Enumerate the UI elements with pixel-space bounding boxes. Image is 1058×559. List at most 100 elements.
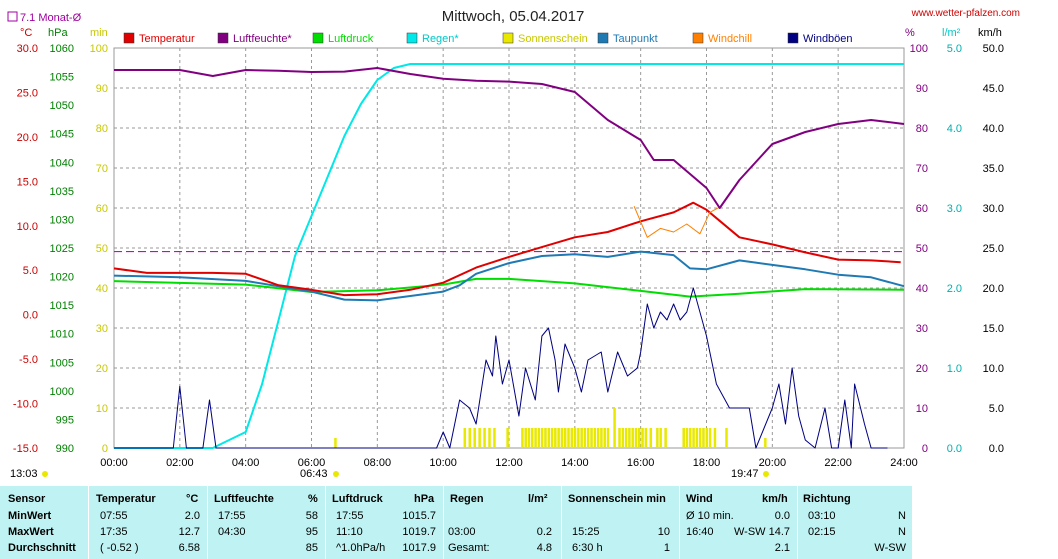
sunshine-bars bbox=[334, 408, 767, 448]
sunshine-bar bbox=[567, 428, 570, 448]
sunshine-bar bbox=[656, 428, 659, 448]
sunshine-bar bbox=[531, 428, 534, 448]
sunshine-bar bbox=[618, 428, 621, 448]
temp-tick-label: 15.0 bbox=[17, 176, 38, 188]
legend-label: Windchill bbox=[708, 33, 752, 45]
pressure-tick-label: 1015 bbox=[50, 300, 74, 312]
rain-tick-label: 2.0 bbox=[947, 283, 962, 295]
col-divider bbox=[88, 486, 89, 559]
hdr-hum: Luftfeuchte bbox=[214, 493, 274, 505]
wind-tick-label: 15.0 bbox=[983, 323, 1004, 335]
sunshine-bar bbox=[685, 428, 689, 448]
pressure-tick-label: 1040 bbox=[50, 157, 74, 169]
table-cell: 0.0 bbox=[774, 510, 790, 522]
sunshine-bar bbox=[628, 428, 631, 448]
x-tick-label: 22:00 bbox=[824, 457, 852, 469]
sunset-marker bbox=[764, 438, 767, 448]
temp-tick-label: -5.0 bbox=[19, 354, 38, 366]
axis-units: °C hPa min % l/m² km/h bbox=[20, 27, 1002, 39]
table-cell: Gesamt: bbox=[448, 542, 490, 554]
series-line-regen bbox=[114, 63, 904, 449]
hdr-press-unit: hPa bbox=[414, 493, 435, 505]
sunshine-bar bbox=[527, 428, 531, 448]
legend-swatch bbox=[406, 32, 418, 44]
sunshine-bar bbox=[621, 428, 625, 448]
table-cell: 1017.9 bbox=[402, 542, 436, 554]
table-cell: 07:55 bbox=[100, 510, 128, 522]
sunshine-bar bbox=[659, 428, 662, 448]
table-cell: ^1.0hPa/h bbox=[336, 542, 386, 554]
sunshine-bar bbox=[473, 428, 476, 448]
x-tick-label: 16:00 bbox=[627, 457, 655, 469]
col-divider bbox=[797, 486, 798, 559]
pressure-tick-label: 1000 bbox=[50, 386, 74, 398]
wind-tick-label: 10.0 bbox=[983, 363, 1004, 375]
sunshine-bar bbox=[708, 428, 712, 448]
humidity-tick-label: 90 bbox=[916, 83, 928, 95]
pressure-tick-label: 1060 bbox=[50, 43, 74, 55]
humidity-tick-label: 50 bbox=[916, 243, 928, 255]
col-divider bbox=[561, 486, 562, 559]
sunrise-icon bbox=[333, 471, 339, 477]
series-line-windböen bbox=[114, 287, 888, 449]
pressure-tick-label: 1050 bbox=[50, 100, 74, 112]
table-cell: W-SW 14.7 bbox=[733, 526, 790, 538]
sunshine-bar bbox=[570, 428, 574, 448]
humidity-unit: % bbox=[905, 27, 915, 39]
sun-unit: min bbox=[90, 27, 108, 39]
temp-tick-label: 30.0 bbox=[17, 43, 38, 55]
table-cell: 16:40 bbox=[686, 526, 714, 538]
sunshine-bar bbox=[534, 428, 537, 448]
sunshine-bar bbox=[590, 428, 593, 448]
table-cell: 85 bbox=[305, 542, 318, 554]
sun-tick-label: 50 bbox=[96, 243, 108, 255]
sunshine-bar bbox=[488, 428, 491, 448]
series-line-temperatur bbox=[113, 201, 901, 297]
sunshine-bar bbox=[468, 428, 471, 448]
series-line-taupunkt bbox=[113, 250, 905, 302]
col-divider bbox=[207, 486, 208, 559]
temp-tick-label: 20.0 bbox=[17, 132, 38, 144]
table-cell: Ø 10 min. bbox=[686, 510, 734, 522]
x-tick-label: 10:00 bbox=[429, 457, 457, 469]
sun-hours-label: 13:03 bbox=[10, 468, 38, 480]
table-cell: 15:25 bbox=[572, 526, 600, 538]
sun-tick-label: 20 bbox=[96, 363, 108, 375]
table-cell: 02:15 bbox=[808, 526, 836, 538]
sun-tick-label: 80 bbox=[96, 123, 108, 135]
chart-legend: Temperatur Luftfeuchte* Luftdruck Regen* Son… bbox=[123, 32, 853, 45]
sunshine-bar bbox=[695, 428, 699, 448]
sun-times: 13:03 06:43 19:47 bbox=[10, 468, 769, 480]
x-tick-label: 24:00 bbox=[890, 457, 918, 469]
sunrise-marker bbox=[334, 438, 337, 448]
row-label: Durchschnitt bbox=[8, 542, 76, 554]
sunshine-bar bbox=[613, 408, 616, 448]
sunset-icon bbox=[763, 471, 769, 477]
sunshine-bar bbox=[638, 428, 641, 448]
sunshine-bar bbox=[557, 428, 560, 448]
sun-tick-label: 0 bbox=[102, 443, 108, 455]
sunshine-bar bbox=[483, 428, 486, 448]
humidity-tick-label: 40 bbox=[916, 283, 928, 295]
table-cell: 0.2 bbox=[536, 526, 552, 538]
pressure-tick-label: 1025 bbox=[50, 243, 74, 255]
sun-tick-label: 70 bbox=[96, 163, 108, 175]
sunshine-bar bbox=[587, 428, 590, 448]
legend-swatch bbox=[123, 32, 135, 44]
wind-tick-label: 50.0 bbox=[983, 43, 1004, 55]
wind-tick-label: 20.0 bbox=[983, 283, 1004, 295]
sun-tick-label: 90 bbox=[96, 83, 108, 95]
sunshine-bar bbox=[600, 428, 603, 448]
hdr-dir: Richtung bbox=[803, 493, 851, 505]
sunshine-bar bbox=[689, 428, 692, 448]
hdr-wind-unit: km/h bbox=[762, 493, 788, 505]
wind-tick-label: 0.0 bbox=[989, 443, 1004, 455]
table-cell: 6.58 bbox=[178, 542, 200, 554]
sunshine-bar bbox=[702, 428, 705, 448]
x-tick-label: 04:00 bbox=[232, 457, 260, 469]
sunshine-bar bbox=[554, 428, 557, 448]
source-link[interactable]: www.wetter-pfalzen.com bbox=[911, 8, 1020, 19]
pressure-tick-label: 1020 bbox=[50, 272, 74, 284]
series-line-luftdruck bbox=[113, 277, 905, 298]
humidity-tick-label: 70 bbox=[916, 163, 928, 175]
